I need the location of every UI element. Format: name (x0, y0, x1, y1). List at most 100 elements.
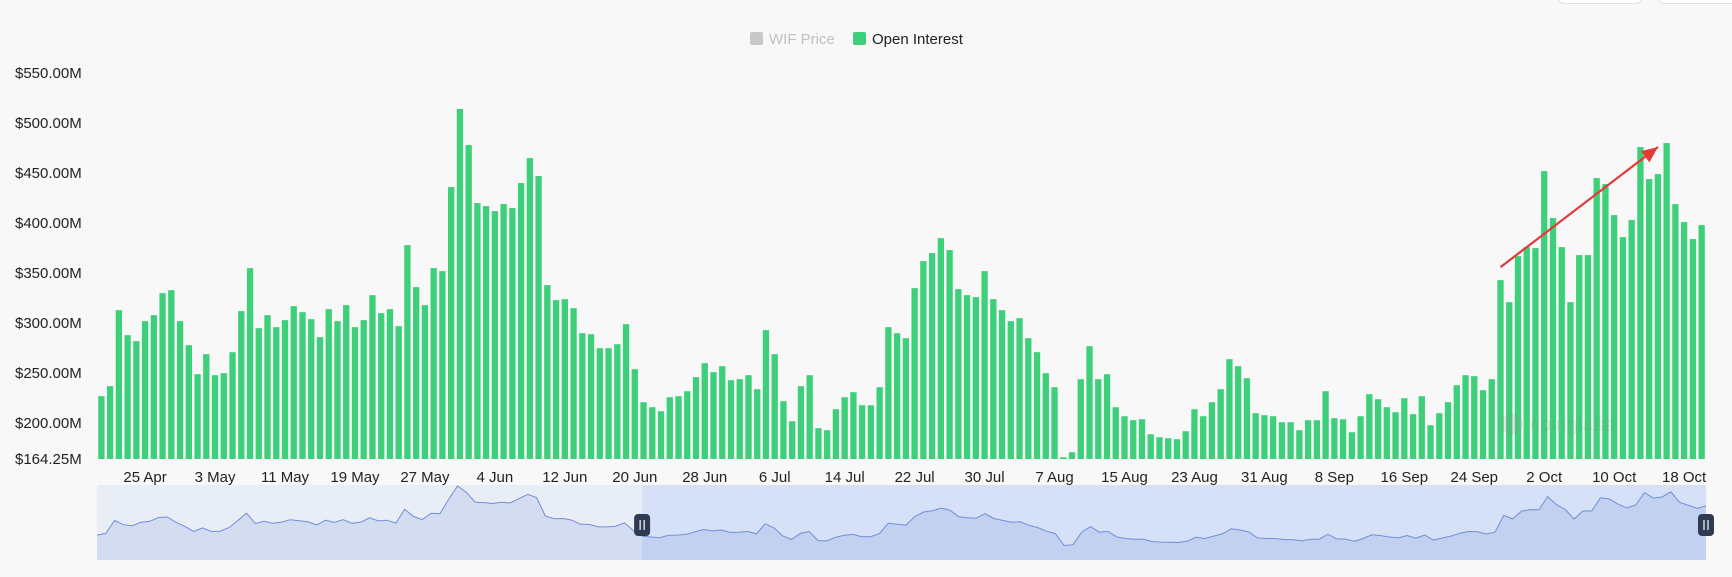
open-interest-bar[interactable] (141, 321, 149, 459)
open-interest-bar[interactable] (649, 407, 656, 459)
open-interest-bar[interactable] (710, 372, 717, 459)
open-interest-bar[interactable] (1208, 402, 1216, 459)
open-interest-bar[interactable] (1357, 416, 1364, 459)
open-interest-bar[interactable] (500, 204, 507, 459)
open-interest-bar[interactable] (605, 348, 612, 459)
open-interest-bar[interactable] (1235, 366, 1242, 459)
navigator-handle-grip[interactable] (634, 514, 651, 536)
open-interest-bar[interactable] (701, 363, 708, 459)
open-interest-bar[interactable] (509, 208, 516, 459)
open-interest-bar[interactable] (1436, 413, 1443, 459)
open-interest-bar[interactable] (203, 354, 210, 459)
open-interest-bar[interactable] (1304, 420, 1312, 459)
open-interest-bar[interactable] (1016, 318, 1023, 459)
open-interest-bar[interactable] (1532, 248, 1539, 459)
open-interest-bar[interactable] (990, 299, 997, 459)
open-interest-bar[interactable] (570, 308, 577, 459)
open-interest-bar[interactable] (1462, 375, 1469, 459)
open-interest-bar[interactable] (1654, 174, 1662, 459)
open-interest-bar[interactable] (1576, 255, 1583, 459)
open-interest-bar[interactable] (220, 373, 227, 459)
open-interest-bar[interactable] (517, 183, 525, 459)
open-interest-bar[interactable] (937, 238, 944, 459)
open-interest-bar[interactable] (1226, 359, 1233, 459)
open-interest-bar[interactable] (1025, 338, 1032, 459)
open-interest-bar[interactable] (885, 327, 892, 459)
open-interest-bar[interactable] (404, 245, 411, 459)
open-interest-bar[interactable] (998, 310, 1006, 459)
open-interest-bar[interactable] (1374, 399, 1382, 459)
open-interest-bar[interactable] (1392, 412, 1399, 459)
open-interest-bar[interactable] (859, 405, 866, 459)
open-interest-bar[interactable] (98, 396, 105, 459)
open-interest-bar[interactable] (430, 268, 437, 459)
open-interest-bar[interactable] (692, 377, 700, 459)
open-interest-bar[interactable] (902, 338, 910, 459)
open-interest-bar[interactable] (325, 309, 332, 459)
open-interest-bar[interactable] (1444, 402, 1452, 459)
navigator[interactable] (96, 485, 1714, 560)
open-interest-bar[interactable] (1130, 420, 1137, 459)
open-interest-bar[interactable] (1095, 379, 1102, 459)
open-interest-bar[interactable] (185, 345, 192, 459)
open-interest-bar[interactable] (1558, 247, 1565, 459)
legend-item-open-interest[interactable]: Open Interest (853, 31, 964, 48)
open-interest-bar[interactable] (657, 411, 665, 459)
open-interest-bar[interactable] (150, 315, 157, 459)
navigator-handle[interactable] (634, 514, 651, 536)
open-interest-bar[interactable] (780, 401, 787, 459)
open-interest-bar[interactable] (1366, 394, 1373, 459)
open-interest-bar[interactable] (1646, 179, 1653, 459)
open-interest-bar[interactable] (299, 312, 306, 459)
open-interest-bar[interactable] (1270, 416, 1277, 459)
open-interest-bar[interactable] (1611, 215, 1618, 459)
open-interest-bar[interactable] (1068, 452, 1076, 459)
open-interest-bar[interactable] (1313, 420, 1321, 459)
open-interest-bar[interactable] (448, 187, 455, 459)
open-interest-bar[interactable] (159, 293, 166, 459)
open-interest-bar[interactable] (745, 375, 752, 459)
open-interest-bar[interactable] (1103, 374, 1111, 459)
open-interest-bar[interactable] (1252, 413, 1259, 459)
open-interest-bar[interactable] (255, 328, 262, 459)
open-interest-bar[interactable] (1060, 457, 1067, 459)
open-interest-bar[interactable] (1200, 416, 1207, 459)
open-interest-bar[interactable] (491, 211, 499, 459)
open-interest-bar[interactable] (815, 428, 822, 459)
open-interest-bar[interactable] (841, 397, 848, 459)
open-interest-bar[interactable] (806, 375, 813, 459)
open-interest-bar[interactable] (1051, 387, 1058, 459)
open-interest-bar[interactable] (413, 287, 420, 459)
open-interest-bar[interactable] (124, 335, 131, 459)
open-interest-bar[interactable] (544, 285, 551, 459)
open-interest-bar[interactable] (281, 320, 289, 459)
open-interest-bar[interactable] (1698, 225, 1705, 459)
open-interest-bar[interactable] (1287, 422, 1294, 459)
open-interest-bar[interactable] (561, 299, 568, 459)
open-interest-bar[interactable] (211, 375, 219, 459)
open-interest-bar[interactable] (1637, 147, 1644, 460)
open-interest-bar[interactable] (386, 309, 394, 459)
open-interest-bar[interactable] (378, 313, 385, 459)
open-interest-bar[interactable] (176, 321, 184, 459)
open-interest-bar[interactable] (1663, 143, 1670, 460)
open-interest-bar[interactable] (1418, 396, 1425, 459)
open-interest-bar[interactable] (789, 421, 796, 459)
open-interest-bar[interactable] (1191, 409, 1198, 459)
open-interest-bar[interactable] (1497, 280, 1504, 459)
open-interest-bar[interactable] (832, 409, 840, 459)
open-interest-bar[interactable] (1339, 419, 1347, 459)
open-interest-bar[interactable] (1567, 302, 1574, 459)
open-interest-bar[interactable] (1033, 352, 1041, 459)
open-interest-bar[interactable] (1278, 422, 1286, 459)
open-interest-bar[interactable] (1138, 419, 1146, 459)
open-interest-bar[interactable] (587, 334, 595, 459)
open-interest-bar[interactable] (631, 369, 638, 459)
navigator-handle[interactable] (1698, 514, 1714, 536)
open-interest-bar[interactable] (229, 352, 236, 459)
open-interest-bar[interactable] (946, 250, 953, 459)
open-interest-bar[interactable] (246, 268, 254, 459)
open-interest-bar[interactable] (850, 392, 857, 459)
navigator-handle-grip[interactable] (1698, 514, 1714, 536)
open-interest-bar[interactable] (264, 315, 271, 459)
